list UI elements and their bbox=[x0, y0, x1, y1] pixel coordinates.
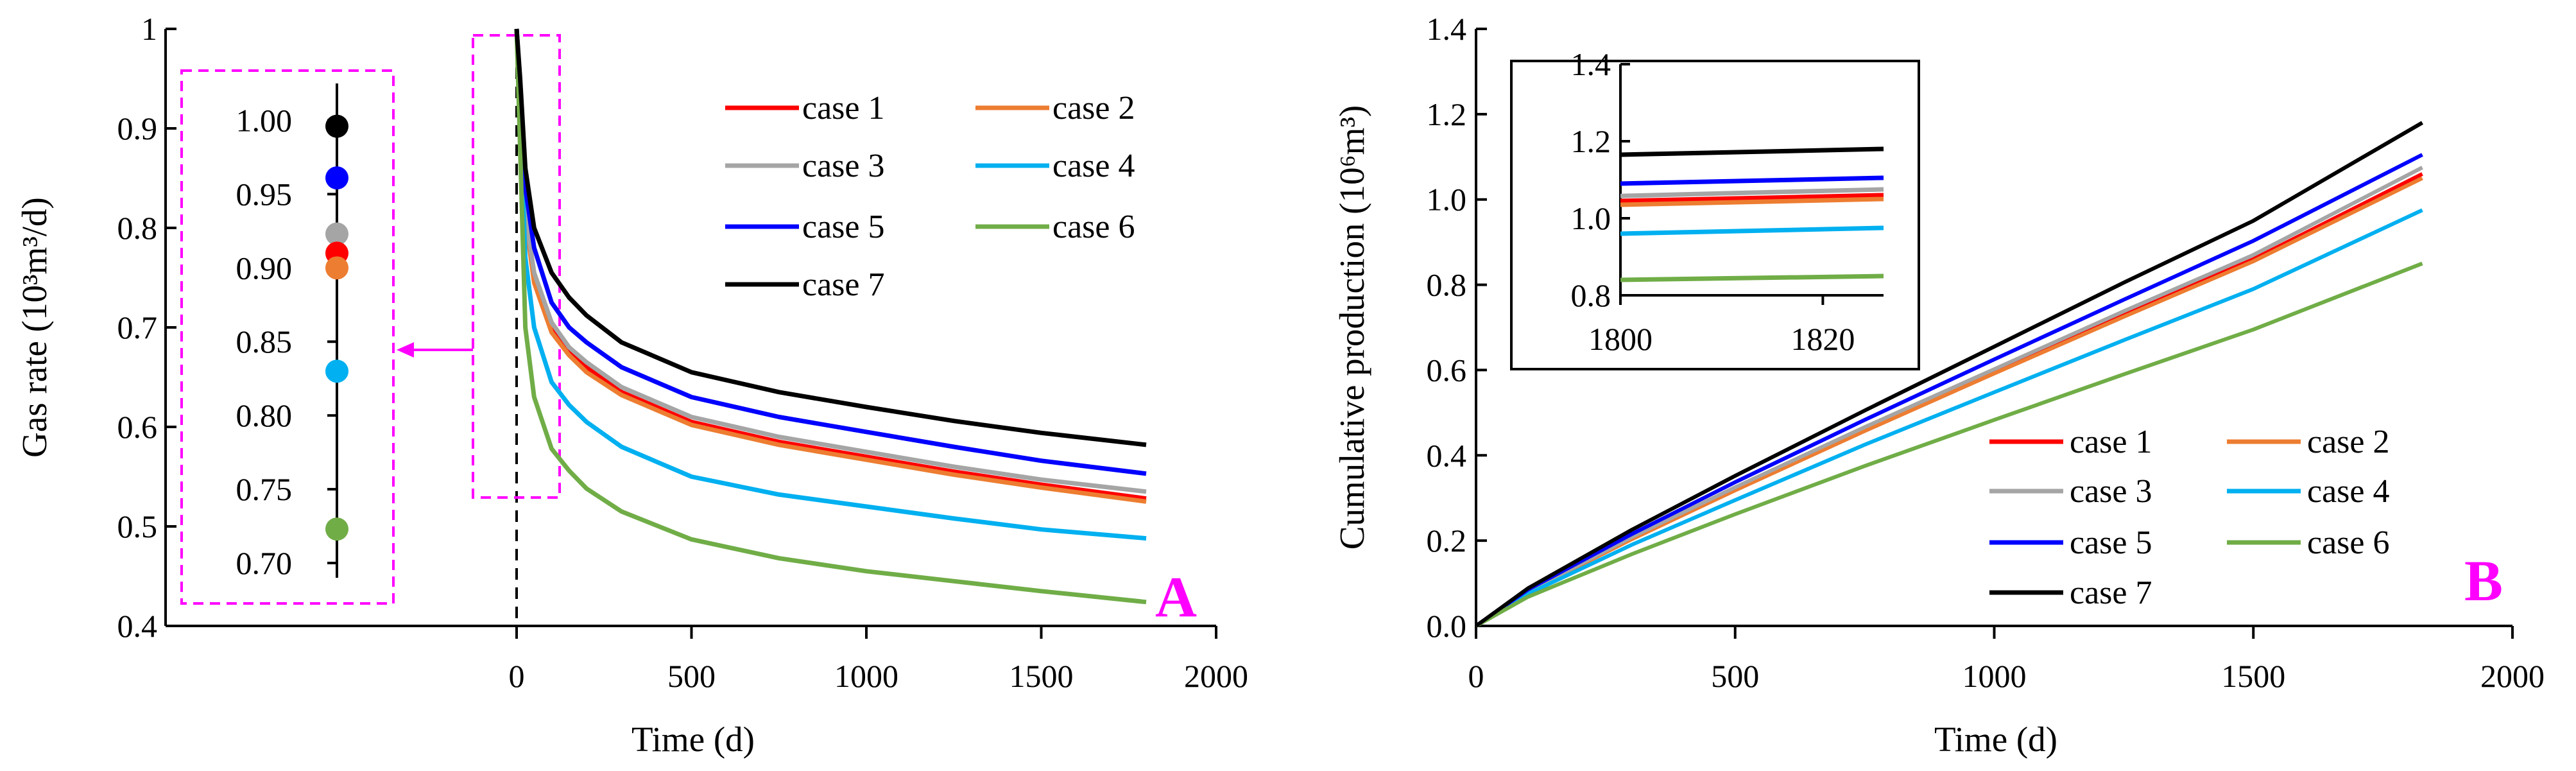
panel-b-series-line bbox=[1475, 208, 2423, 628]
inset-a-point bbox=[325, 166, 348, 190]
panel-b-y-tick-label: 1.4 bbox=[1427, 11, 1467, 47]
panel-b-series-line bbox=[1475, 153, 2423, 628]
panel-a-legend-label: case 3 bbox=[802, 148, 884, 184]
inset-b-series-line bbox=[1620, 193, 1884, 204]
panel-a-series-line bbox=[514, 28, 1147, 541]
inset-a-tick-label: 0.90 bbox=[236, 250, 293, 286]
panel-a-x-tick-label: 500 bbox=[667, 658, 716, 694]
inset-a-tick-label: 0.75 bbox=[236, 471, 293, 507]
panel-b-legend-label: case 5 bbox=[2070, 524, 2152, 561]
panel-a-legend-label: case 7 bbox=[802, 266, 884, 303]
panel-b-x-tick-label: 0 bbox=[1468, 658, 1484, 694]
panel-b-x-tick-label: 500 bbox=[1711, 658, 1759, 694]
panel-b-legend-label: case 2 bbox=[2307, 424, 2389, 460]
panel-a-y-label: Gas rate (10³m³/d) bbox=[15, 197, 54, 458]
inset-a-point bbox=[325, 517, 348, 541]
panel-b-x-tick-label: 2000 bbox=[2480, 658, 2545, 694]
inset-a-tick-label: 0.95 bbox=[236, 176, 293, 212]
panel-a-y-tick-label: 0.5 bbox=[117, 508, 158, 544]
panel-b-legend-label: case 6 bbox=[2307, 524, 2389, 561]
inset-a-tick-label: 0.85 bbox=[236, 324, 293, 360]
panel-a-x-tick-label: 2000 bbox=[1184, 658, 1248, 694]
panel-a-series-line bbox=[514, 28, 1147, 605]
panel-b-x-tick-label: 1500 bbox=[2221, 658, 2285, 694]
panel-b-y-tick-label: 0.0 bbox=[1427, 608, 1467, 644]
panel-b-y-label: Cumulative production (10⁶m³) bbox=[1332, 105, 1371, 550]
panel-a-legend-label: case 6 bbox=[1052, 209, 1135, 245]
panel-a-y-tick-label: 0.6 bbox=[117, 409, 158, 445]
panel-b-legend-label: case 4 bbox=[2307, 473, 2389, 510]
panel-a-y-tick-label: 0.8 bbox=[117, 210, 158, 246]
panel-a-x-tick-label: 1000 bbox=[834, 658, 898, 694]
inset-b-x-tick-label: 1800 bbox=[1588, 321, 1653, 357]
inset-b-series-line bbox=[1620, 187, 1884, 198]
panel-a-legend-label: case 4 bbox=[1052, 148, 1135, 184]
panel-a-series-line bbox=[514, 28, 1147, 494]
inset-b-series-line bbox=[1620, 175, 1884, 186]
panel-a-series-line bbox=[514, 28, 1147, 476]
inset-b-x-tick-label: 1820 bbox=[1790, 321, 1855, 357]
inset-b-y-tick-label: 1.0 bbox=[1571, 200, 1611, 236]
panel-a-series-line bbox=[514, 28, 1147, 447]
panel-b-x-tick-label: 1000 bbox=[1962, 658, 2027, 694]
inset-a-point bbox=[325, 114, 348, 138]
panel-b: 0.0 0.2 0.4 0.6 0.8 1.0 1.2 1.4 0 500 1000 1500 200… bbox=[1332, 11, 2545, 759]
panel-a: 0.4 0.5 0.6 0.7 0.8 0.9 1 0 500 1000 1500 2000 1.0… bbox=[15, 11, 1248, 759]
panel-a-x-tick-label: 1500 bbox=[1009, 658, 1074, 694]
inset-a-tick-label: 0.70 bbox=[236, 545, 293, 581]
inset-b-y-tick-label: 1.4 bbox=[1571, 46, 1611, 82]
panel-a-x-tick-label: 0 bbox=[509, 658, 525, 694]
panel-b-y-tick-label: 0.6 bbox=[1427, 352, 1467, 388]
panel-b-letter: B bbox=[2464, 550, 2503, 613]
panel-b-legend-label: case 3 bbox=[2070, 473, 2152, 510]
inset-b-series-line bbox=[1620, 273, 1884, 282]
inset-a-tick-label: 1.00 bbox=[236, 102, 293, 138]
inset-b-y-tick-label: 1.2 bbox=[1571, 123, 1611, 159]
panel-a-legend-label: case 5 bbox=[802, 209, 884, 245]
panel-b-series-line bbox=[1475, 121, 2424, 628]
inset-a-tick-label: 0.80 bbox=[236, 397, 293, 433]
inset-b-series-line bbox=[1620, 196, 1884, 207]
panel-b-series-line bbox=[1475, 261, 2423, 628]
panel-a-letter: A bbox=[1155, 566, 1197, 629]
panel-b-y-tick-label: 0.4 bbox=[1427, 437, 1467, 473]
inset-b-series-line bbox=[1620, 146, 1884, 157]
panel-a-x-label: Time (d) bbox=[631, 720, 755, 759]
zoom-arrow-head bbox=[397, 342, 414, 358]
panel-a-y-tick-label: 0.7 bbox=[117, 309, 158, 345]
panel-b-y-tick-label: 1.0 bbox=[1427, 182, 1467, 218]
panel-a-legend-label: case 1 bbox=[802, 90, 884, 126]
inset-b-frame bbox=[1510, 60, 1920, 370]
panel-b-y-tick-label: 0.8 bbox=[1427, 267, 1467, 303]
inset-b-series-line bbox=[1620, 225, 1884, 236]
inset-a-point bbox=[325, 256, 348, 280]
panel-b-x-label: Time (d) bbox=[1934, 720, 2057, 759]
inset-b-y-tick-label: 0.8 bbox=[1571, 277, 1611, 313]
inset-highlight-box bbox=[180, 69, 395, 605]
panel-a-y-tick-label: 1 bbox=[141, 11, 157, 47]
panel-a-y-tick-label: 0.4 bbox=[117, 608, 158, 644]
panel-a-y-tick-label: 0.9 bbox=[117, 110, 158, 146]
inset-a-point bbox=[325, 222, 348, 246]
inset-a-point bbox=[325, 360, 348, 383]
panel-b-y-tick-label: 0.2 bbox=[1427, 523, 1467, 559]
panel-b-legend-label: case 7 bbox=[2070, 575, 2152, 611]
panel-b-y-tick-label: 1.2 bbox=[1427, 96, 1467, 132]
panel-a-legend-label: case 2 bbox=[1052, 90, 1135, 126]
panel-b-legend-label: case 1 bbox=[2070, 424, 2152, 460]
